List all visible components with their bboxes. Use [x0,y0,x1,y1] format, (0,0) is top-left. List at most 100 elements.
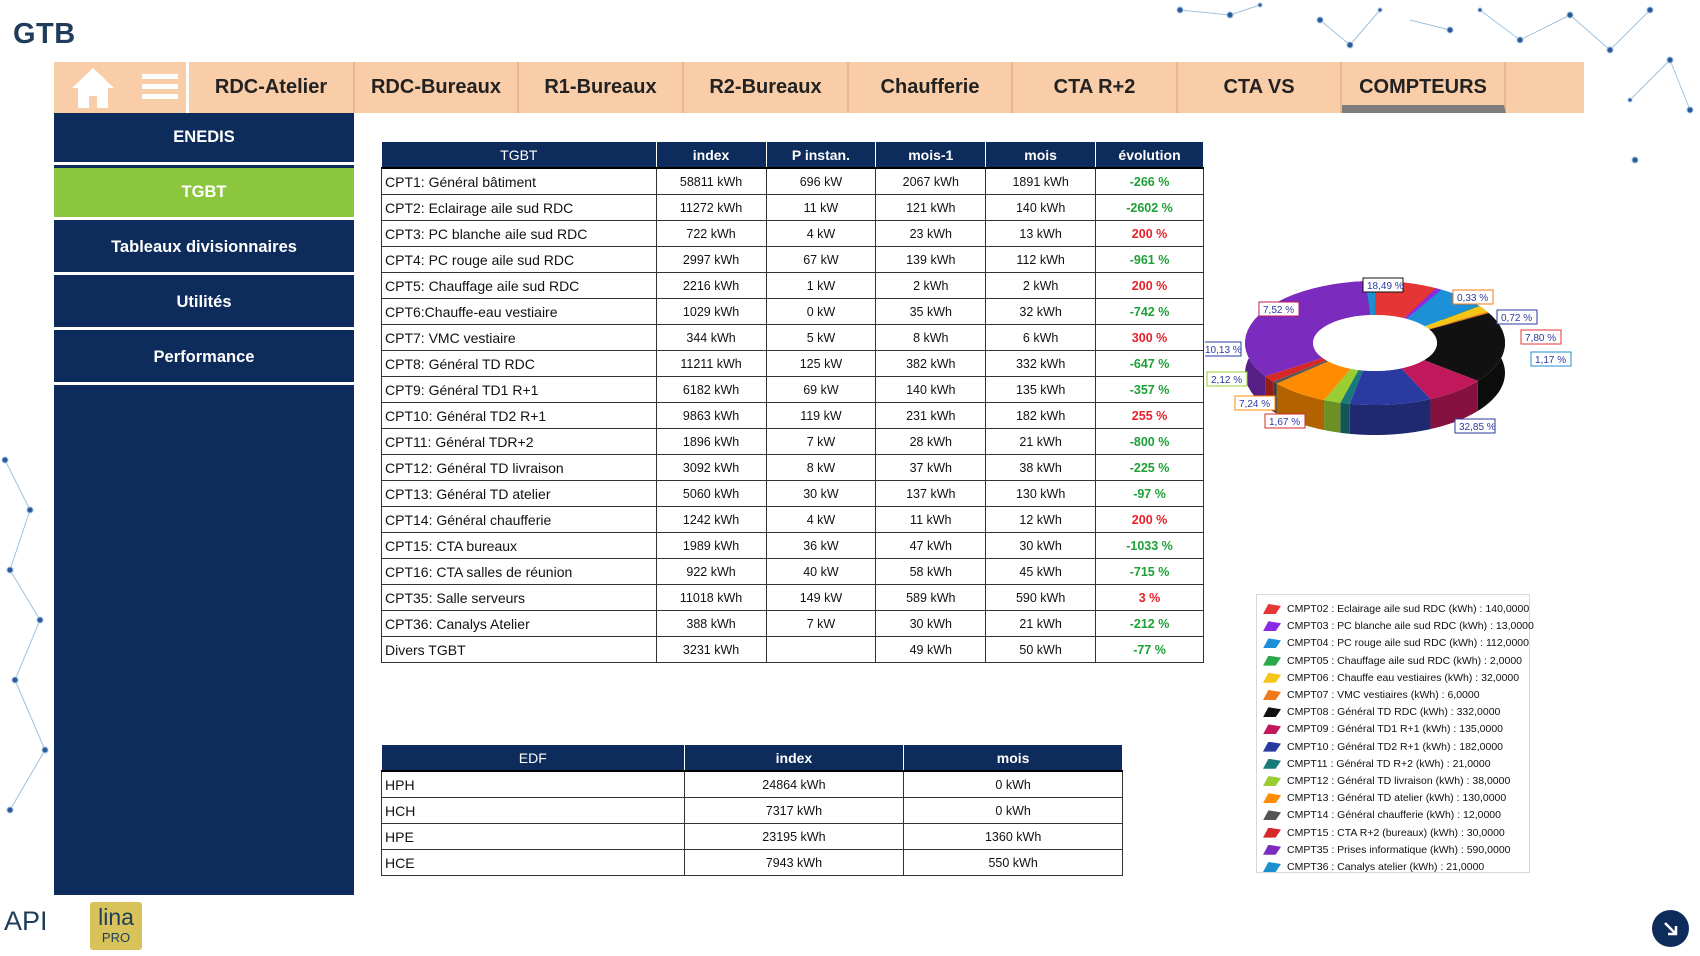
table-cell: 1 kW [765,272,877,299]
table-cell: 1242 kWh [655,506,767,533]
row-label: CPT6:Chauffe-eau vestiaire [381,298,657,325]
tab-rdc-atelier[interactable]: RDC-Atelier [189,62,355,113]
table-cell: 30 kW [765,480,877,507]
table-cell: 13 kWh [985,220,1097,247]
donut-slice [1424,306,1488,329]
table-cell: 0 kWh [903,770,1123,798]
legend-label: CMPT12 : Général TD livraison (kWh) : 38… [1287,775,1511,787]
row-label: CPT15: CTA bureaux [381,532,657,559]
tab-chaufferie[interactable]: Chaufferie [849,62,1013,113]
legend-swatch [1263,810,1281,821]
table-cell: 7943 kWh [683,849,905,876]
tab-rdc-bureaux[interactable]: RDC-Bureaux [355,62,519,113]
sidebar-item-tgbt[interactable]: TGBT [54,168,354,220]
expand-corner-button[interactable] [1652,910,1689,947]
row-label: CPT10: Général TD2 R+1 [381,402,657,429]
logo-lina-text: lina [98,904,134,930]
table-cell: 2216 kWh [655,272,767,299]
table-cell: 722 kWh [655,220,767,247]
table-row: CPT9: Général TD1 R+1 6182 kWh 69 kW 140 kW… [381,376,1204,403]
table-row: CPT1: Général bâtiment 58811 kWh 696 kW 206… [381,167,1204,195]
menu-icon[interactable] [142,72,178,102]
table-cell: 5060 kWh [655,480,767,507]
table-cell: -2602 % [1095,194,1204,221]
sidebar-item-enedis[interactable]: ENEDIS [54,113,354,165]
legend-entry: CMPT35 : Prises informatique (kWh) : 590… [1263,842,1511,858]
row-label: CPT35: Salle serveurs [381,584,657,611]
column-header: mois [985,141,1097,169]
table-cell: 696 kW [765,167,877,195]
table-cell: 7317 kWh [683,797,905,824]
table-cell: 139 kWh [875,246,987,273]
legend-entry: CMPT08 : Général TD RDC (kWh) : 332,0000 [1263,704,1500,720]
legend-swatch [1263,827,1281,838]
table-cell: 58 kWh [875,558,987,585]
home-icon[interactable] [70,66,116,110]
table-cell: 24864 kWh [683,770,905,798]
table-row: CPT6:Chauffe-eau vestiaire 1029 kWh 0 kW 35… [381,298,1204,325]
tab-r2-bureaux[interactable]: R2-Bureaux [684,62,849,113]
table-cell: 11 kW [765,194,877,221]
table-cell: 21 kWh [985,610,1097,637]
table-cell: 922 kWh [655,558,767,585]
row-label: HCH [381,797,685,824]
slice-label-text: 0,33 % [1457,293,1488,304]
tab-compteurs[interactable]: COMPTEURS [1342,62,1506,113]
table-cell: 47 kWh [875,532,987,559]
table-cell: 11018 kWh [655,584,767,611]
table-row: CPT12: Général TD livraison 3092 kWh 8 kW 3… [381,454,1204,481]
table-cell: 28 kWh [875,428,987,455]
table-cell: 6182 kWh [655,376,767,403]
legend-label: CMPT36 : Canalys atelier (kWh) : 21,0000 [1287,861,1485,873]
table-cell: 332 kWh [985,350,1097,377]
legend-entry: CMPT05 : Chauffage aile sud RDC (kWh) : … [1263,653,1522,669]
table-cell: 121 kWh [875,194,987,221]
tab-cta-r2[interactable]: CTA R+2 [1013,62,1178,113]
legend-entry: CMPT09 : Général TD1 R+1 (kWh) : 135,000… [1263,721,1503,737]
sidebar-item-performance[interactable]: Performance [54,333,354,385]
table-row: HCH 7317 kWh 0 kWh [381,797,1123,824]
row-label: CPT36: Canalys Atelier [381,610,657,637]
donut-slice [1424,305,1480,327]
table-cell: 3092 kWh [655,454,767,481]
legend-swatch [1263,862,1281,872]
table-row: CPT7: VMC vestiaire 344 kWh 5 kW 8 kWh 6 kWh… [381,324,1204,351]
slice-label: 10,13 % [1205,341,1242,357]
column-header: évolution [1095,141,1204,169]
table-cell: -742 % [1095,298,1204,325]
donut-side-wall [1349,399,1431,435]
tab-r1-bureaux[interactable]: R1-Bureaux [519,62,684,113]
sidebar-item-utilites[interactable]: Utilités [54,278,354,330]
legend-swatch [1263,741,1281,752]
column-header: mois-1 [875,141,987,169]
table-cell: 0 kWh [903,797,1123,824]
table-cell: 388 kWh [655,610,767,637]
table-cell: 7 kW [765,610,877,637]
legend-entry: CMPT36 : Canalys atelier (kWh) : 21,0000 [1263,859,1484,875]
donut-side-wall [1430,380,1478,430]
logo-pro-text: PRO [101,930,131,945]
legend-entry: CMPT15 : CTA R+2 (bureaux) (kWh) : 30,00… [1263,825,1505,841]
slice-label: 1,67 % [1264,413,1306,429]
table-cell: 2 kWh [875,272,987,299]
legend-entry: CMPT04 : PC rouge aile sud RDC (kWh) : 1… [1263,635,1529,651]
sidebar-item-tableaux-divisionnaires[interactable]: Tableaux divisionnaires [54,223,354,275]
table-row: CPT5: Chauffage aile sud RDC 2216 kWh 1 kW… [381,272,1204,299]
donut-slice [1424,313,1505,381]
donut-side-wall [1324,400,1341,433]
legend-entry: CMPT10 : Général TD2 R+1 (kWh) : 182,000… [1263,739,1503,755]
table-cell: 49 kWh [875,636,987,663]
tab-cta-vs[interactable]: CTA VS [1178,62,1342,113]
legend-entry: CMPT06 : Chauffe eau vestiaires (kWh) : … [1263,670,1519,686]
legend-label: CMPT11 : Général TD R+2 (kWh) : 21,0000 [1287,757,1491,770]
row-label: CPT2: Eclairage aile sud RDC [381,194,657,221]
table-cell: 119 kW [765,402,877,429]
table-header-row: TGBT index P instan. mois-1 mois évolution [381,141,1204,169]
table-header-row: EDF index mois [381,744,1123,772]
table-row: CPT2: Eclairage aile sud RDC 11272 kWh 11 … [381,194,1204,221]
table-row: CPT13: Général TD atelier 5060 kWh 30 kW 13… [381,480,1204,507]
table-cell: 11 kWh [875,506,987,533]
slice-label: 18,49 % [1362,277,1404,293]
table-cell: 1896 kWh [655,428,767,455]
slice-label-text: 7,24 % [1239,399,1270,410]
